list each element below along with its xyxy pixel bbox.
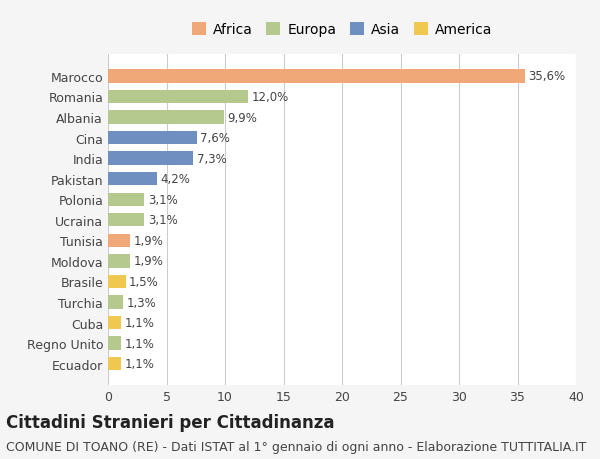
Bar [108,234,130,247]
Bar [108,296,123,309]
Text: Cittadini Stranieri per Cittadinanza: Cittadini Stranieri per Cittadinanza [6,413,335,431]
Text: 1,9%: 1,9% [134,235,164,247]
Bar [108,152,193,165]
Text: 1,1%: 1,1% [124,316,154,330]
Bar [108,255,130,268]
Bar [108,357,121,370]
Bar [108,111,224,124]
Text: 4,2%: 4,2% [161,173,191,186]
Text: 35,6%: 35,6% [528,70,565,83]
Bar [108,193,144,207]
Bar [108,132,197,145]
Text: 1,1%: 1,1% [124,337,154,350]
Text: 12,0%: 12,0% [252,91,289,104]
Bar [108,90,248,104]
Bar [108,275,125,289]
Text: 1,5%: 1,5% [129,275,159,288]
Bar [108,316,121,330]
Text: 3,1%: 3,1% [148,214,178,227]
Text: 1,9%: 1,9% [134,255,164,268]
Text: 1,1%: 1,1% [124,358,154,370]
Bar [108,70,524,84]
Legend: Africa, Europa, Asia, America: Africa, Europa, Asia, America [188,19,496,41]
Bar [108,213,144,227]
Text: 3,1%: 3,1% [148,193,178,206]
Text: 7,3%: 7,3% [197,152,227,165]
Bar [108,337,121,350]
Text: 7,6%: 7,6% [200,132,230,145]
Text: COMUNE DI TOANO (RE) - Dati ISTAT al 1° gennaio di ogni anno - Elaborazione TUTT: COMUNE DI TOANO (RE) - Dati ISTAT al 1° … [6,440,586,453]
Bar [108,173,157,186]
Text: 9,9%: 9,9% [227,111,257,124]
Text: 1,3%: 1,3% [127,296,157,309]
